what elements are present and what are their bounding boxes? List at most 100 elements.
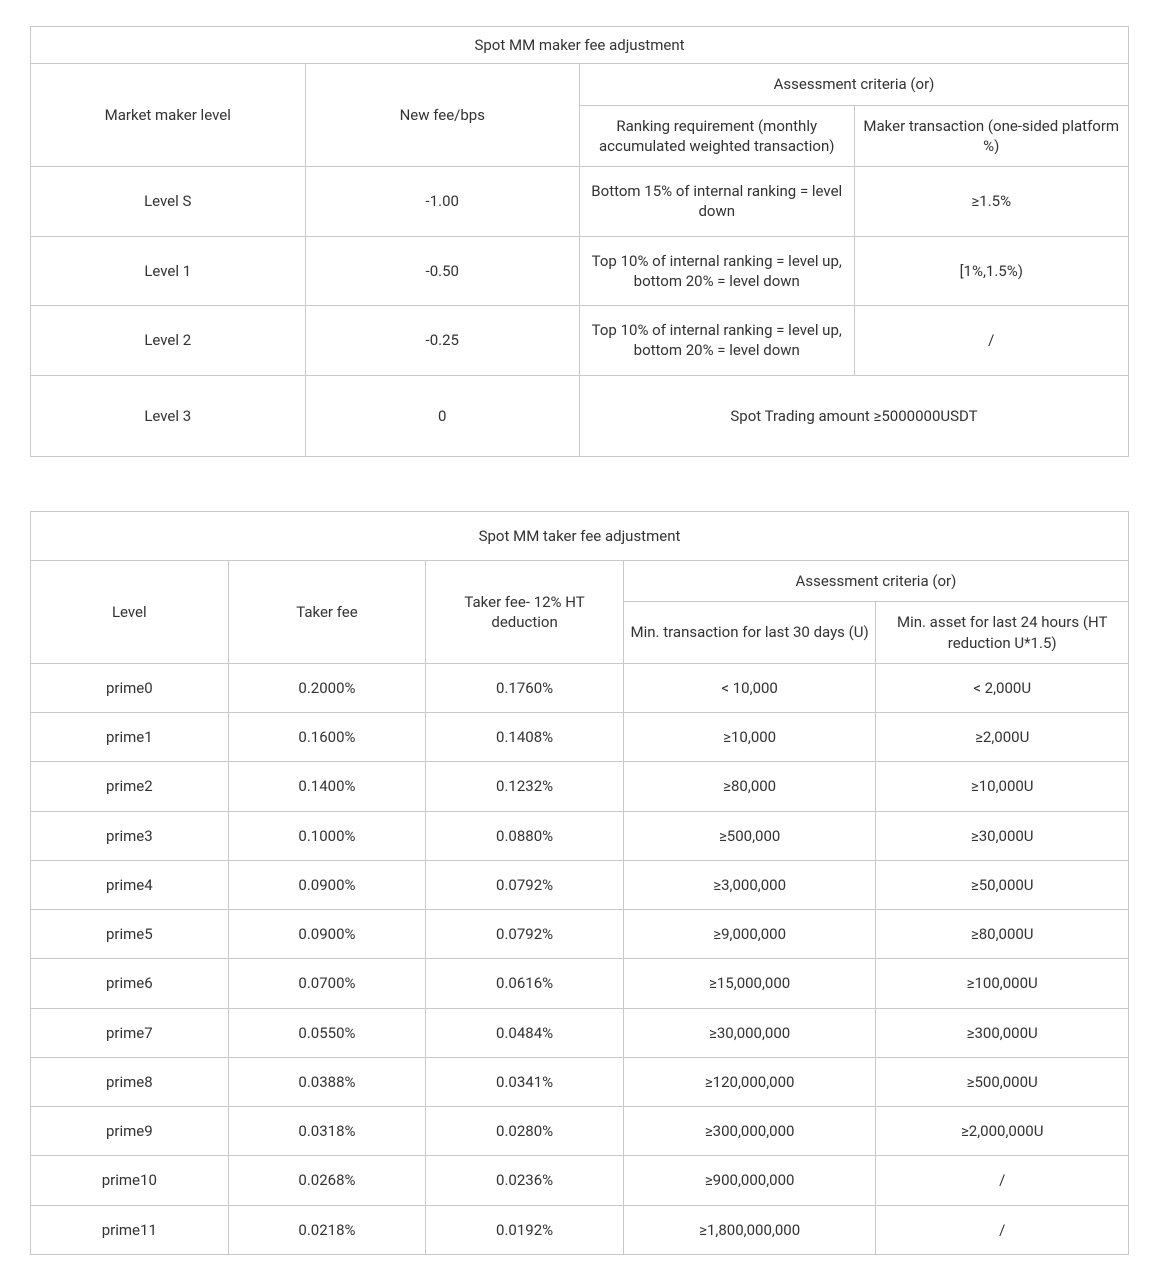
table-row: prime0 0.2000% 0.1760% < 10,000 < 2,000U xyxy=(31,663,1129,712)
table-row: prime1 0.1600% 0.1408% ≥10,000 ≥2,000U xyxy=(31,713,1129,762)
cell-min-asset: ≥80,000U xyxy=(876,910,1129,959)
cell-level: Level 1 xyxy=(31,236,306,306)
cell-taker-ht: 0.0484% xyxy=(426,1008,624,1057)
cell-taker-ht: 0.0192% xyxy=(426,1205,624,1254)
cell-min-tx: < 10,000 xyxy=(623,663,876,712)
cell-taker: 0.0900% xyxy=(228,910,426,959)
cell-taker-ht: 0.0616% xyxy=(426,959,624,1008)
cell-taker: 0.0700% xyxy=(228,959,426,1008)
cell-min-asset: ≥30,000U xyxy=(876,811,1129,860)
maker-table-title: Spot MM maker fee adjustment xyxy=(31,27,1129,64)
cell-level: prime8 xyxy=(31,1057,229,1106)
cell-min-tx: ≥1,800,000,000 xyxy=(623,1205,876,1254)
maker-fee-table: Spot MM maker fee adjustment Market make… xyxy=(30,26,1129,457)
table-row: prime3 0.1000% 0.0880% ≥500,000 ≥30,000U xyxy=(31,811,1129,860)
cell-level: Level 3 xyxy=(31,375,306,456)
cell-taker: 0.0550% xyxy=(228,1008,426,1057)
cell-min-asset: / xyxy=(876,1156,1129,1205)
cell-min-tx: ≥15,000,000 xyxy=(623,959,876,1008)
col-header-level: Level xyxy=(31,561,229,664)
cell-level: prime7 xyxy=(31,1008,229,1057)
cell-min-tx: ≥10,000 xyxy=(623,713,876,762)
col-header-maker: Maker transaction (one-sided platform %) xyxy=(854,105,1129,167)
cell-level: prime6 xyxy=(31,959,229,1008)
cell-level: prime10 xyxy=(31,1156,229,1205)
cell-min-tx: ≥900,000,000 xyxy=(623,1156,876,1205)
cell-level: prime11 xyxy=(31,1205,229,1254)
cell-taker-ht: 0.0880% xyxy=(426,811,624,860)
cell-level: prime0 xyxy=(31,663,229,712)
cell-taker: 0.1000% xyxy=(228,811,426,860)
cell-level: prime1 xyxy=(31,713,229,762)
cell-ranking: Bottom 15% of internal ranking = level d… xyxy=(580,167,855,237)
cell-level: Level 2 xyxy=(31,306,306,376)
cell-min-tx: ≥30,000,000 xyxy=(623,1008,876,1057)
table-row: prime2 0.1400% 0.1232% ≥80,000 ≥10,000U xyxy=(31,762,1129,811)
col-header-level: Market maker level xyxy=(31,64,306,167)
table-row: prime5 0.0900% 0.0792% ≥9,000,000 ≥80,00… xyxy=(31,910,1129,959)
table-row: Level 2 -0.25 Top 10% of internal rankin… xyxy=(31,306,1129,376)
cell-min-tx: ≥80,000 xyxy=(623,762,876,811)
cell-level: prime9 xyxy=(31,1107,229,1156)
taker-table-title: Spot MM taker fee adjustment xyxy=(31,511,1129,560)
table-row: prime9 0.0318% 0.0280% ≥300,000,000 ≥2,0… xyxy=(31,1107,1129,1156)
cell-min-tx: ≥9,000,000 xyxy=(623,910,876,959)
table-row: Level S -1.00 Bottom 15% of internal ran… xyxy=(31,167,1129,237)
cell-taker-ht: 0.0792% xyxy=(426,860,624,909)
table-row: prime7 0.0550% 0.0484% ≥30,000,000 ≥300,… xyxy=(31,1008,1129,1057)
col-header-taker-ht: Taker fee- 12% HT deduction xyxy=(426,561,624,664)
cell-taker: 0.1400% xyxy=(228,762,426,811)
cell-min-tx: ≥500,000 xyxy=(623,811,876,860)
cell-min-asset: ≥50,000U xyxy=(876,860,1129,909)
cell-maker: [1%,1.5%) xyxy=(854,236,1129,306)
cell-min-asset: ≥2,000U xyxy=(876,713,1129,762)
table-row: prime6 0.0700% 0.0616% ≥15,000,000 ≥100,… xyxy=(31,959,1129,1008)
cell-level: prime4 xyxy=(31,860,229,909)
cell-taker-ht: 0.1232% xyxy=(426,762,624,811)
cell-min-asset: ≥100,000U xyxy=(876,959,1129,1008)
cell-taker-ht: 0.1760% xyxy=(426,663,624,712)
col-header-min-tx: Min. transaction for last 30 days (U) xyxy=(623,602,876,664)
col-header-fee: New fee/bps xyxy=(305,64,580,167)
cell-fee: -0.25 xyxy=(305,306,580,376)
col-header-ranking: Ranking requirement (monthly accumulated… xyxy=(580,105,855,167)
cell-min-asset: ≥10,000U xyxy=(876,762,1129,811)
cell-min-tx: ≥300,000,000 xyxy=(623,1107,876,1156)
cell-taker-ht: 0.0280% xyxy=(426,1107,624,1156)
col-header-taker: Taker fee xyxy=(228,561,426,664)
taker-fee-table: Spot MM taker fee adjustment Level Taker… xyxy=(30,511,1129,1255)
cell-ranking: Top 10% of internal ranking = level up, … xyxy=(580,236,855,306)
cell-level: prime2 xyxy=(31,762,229,811)
table-row: Level 1 -0.50 Top 10% of internal rankin… xyxy=(31,236,1129,306)
col-header-criteria: Assessment criteria (or) xyxy=(580,64,1129,105)
cell-min-tx: ≥3,000,000 xyxy=(623,860,876,909)
table-row: prime11 0.0218% 0.0192% ≥1,800,000,000 / xyxy=(31,1205,1129,1254)
table-row: prime4 0.0900% 0.0792% ≥3,000,000 ≥50,00… xyxy=(31,860,1129,909)
cell-taker-ht: 0.0236% xyxy=(426,1156,624,1205)
cell-min-asset: ≥2,000,000U xyxy=(876,1107,1129,1156)
cell-level: prime5 xyxy=(31,910,229,959)
cell-min-asset: < 2,000U xyxy=(876,663,1129,712)
cell-maker: ≥1.5% xyxy=(854,167,1129,237)
cell-fee: -1.00 xyxy=(305,167,580,237)
col-header-min-asset: Min. asset for last 24 hours (HT reducti… xyxy=(876,602,1129,664)
cell-taker: 0.0900% xyxy=(228,860,426,909)
cell-min-asset: / xyxy=(876,1205,1129,1254)
cell-fee: 0 xyxy=(305,375,580,456)
cell-level: prime3 xyxy=(31,811,229,860)
col-header-criteria: Assessment criteria (or) xyxy=(623,561,1128,602)
cell-min-asset: ≥300,000U xyxy=(876,1008,1129,1057)
cell-taker-ht: 0.0792% xyxy=(426,910,624,959)
cell-taker: 0.2000% xyxy=(228,663,426,712)
table-row: Level 3 0 Spot Trading amount ≥5000000US… xyxy=(31,375,1129,456)
cell-fee: -0.50 xyxy=(305,236,580,306)
cell-ranking: Top 10% of internal ranking = level up, … xyxy=(580,306,855,376)
cell-merged-criteria: Spot Trading amount ≥5000000USDT xyxy=(580,375,1129,456)
cell-min-asset: ≥500,000U xyxy=(876,1057,1129,1106)
table-row: prime10 0.0268% 0.0236% ≥900,000,000 / xyxy=(31,1156,1129,1205)
cell-taker: 0.0268% xyxy=(228,1156,426,1205)
cell-min-tx: ≥120,000,000 xyxy=(623,1057,876,1106)
cell-taker-ht: 0.1408% xyxy=(426,713,624,762)
cell-taker: 0.0218% xyxy=(228,1205,426,1254)
table-row: prime8 0.0388% 0.0341% ≥120,000,000 ≥500… xyxy=(31,1057,1129,1106)
